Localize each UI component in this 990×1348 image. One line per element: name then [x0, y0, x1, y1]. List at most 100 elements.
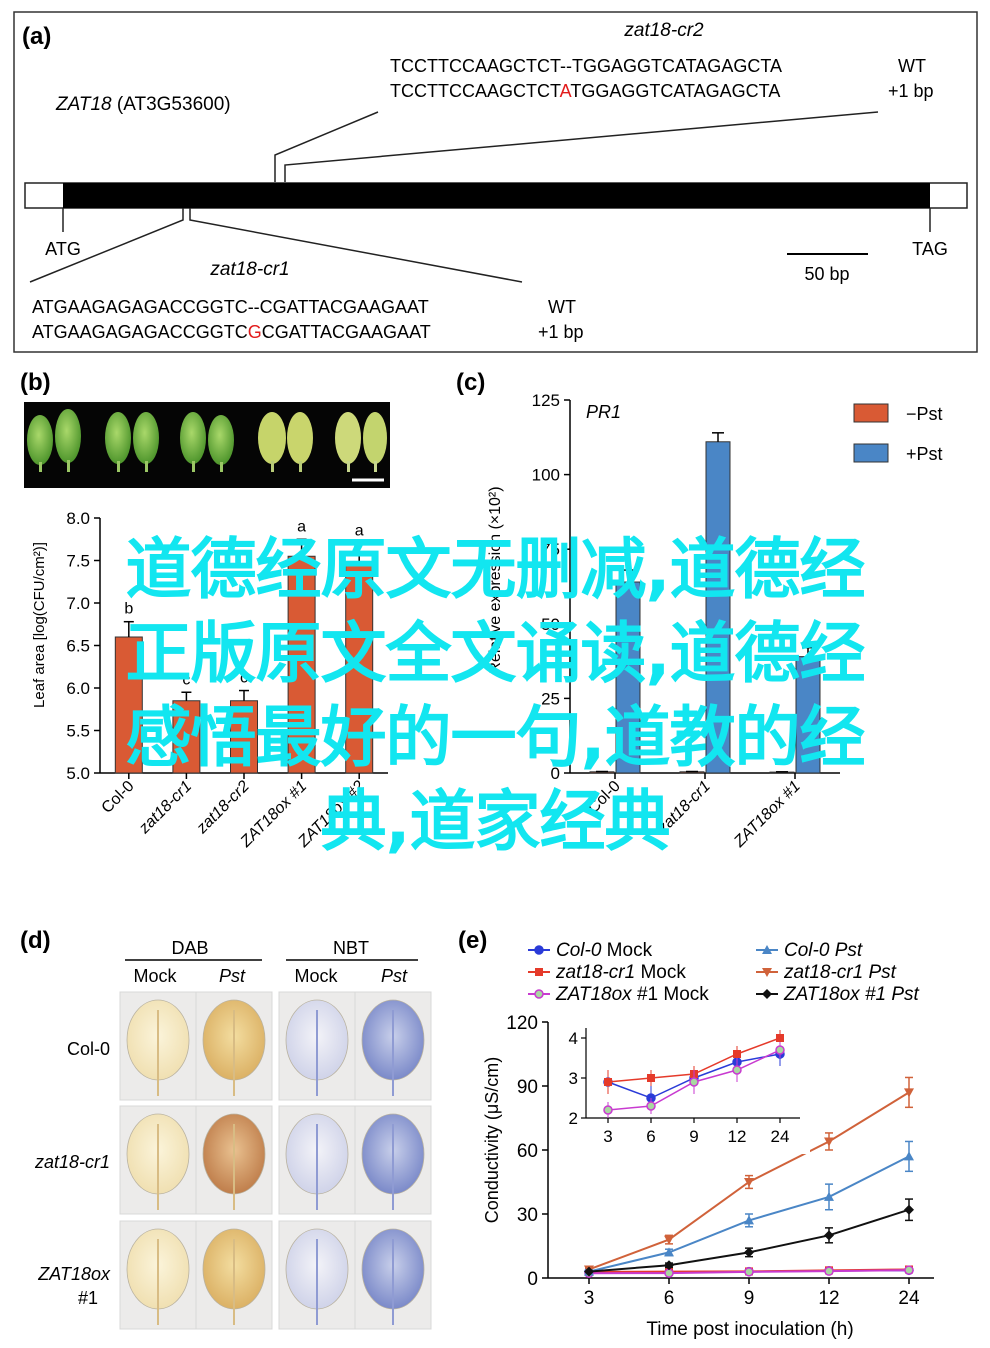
legend-swatch-plus-pst — [853, 443, 889, 463]
leaf-pair-zat18-cr2 — [180, 412, 234, 472]
b-significance-letter: b — [124, 601, 133, 618]
marker-diamond — [584, 1266, 594, 1277]
legend-label: zat18-cr1 Pst — [783, 962, 897, 983]
cr2-mut-sequence: TCCTTCCAAGCTCTATGGAGGTCATAGAGCTA — [390, 81, 780, 101]
panel-b-ylabel: Leaf area [log(CFU/cm²)] — [31, 542, 48, 708]
c-category-label: Col-0 — [585, 778, 624, 817]
row-label-col0: Col-0 — [67, 1039, 110, 1059]
marker-triangle — [824, 1191, 834, 1201]
cr2-callout-left — [274, 111, 379, 182]
e-x-tick-label: 9 — [744, 1288, 755, 1309]
marker-circle — [646, 1101, 656, 1111]
panel-e-chart: 0 30 60 90 120 3 6 9 12 24 2 3 4 3 6 9 12 24 — [506, 1013, 934, 1309]
b-bar-zat18ox-2 — [345, 564, 374, 774]
group-dab: DAB — [171, 938, 208, 958]
e-y-tick-label: 90 — [517, 1077, 538, 1098]
marker-diamond — [824, 1230, 834, 1241]
marker-circle — [664, 1268, 674, 1278]
marker-circle — [689, 1077, 699, 1087]
e-x-tick-label: 24 — [898, 1288, 920, 1309]
b-y-tick-label: 6.5 — [66, 637, 90, 656]
b-bar-zat18ox-1 — [287, 555, 316, 774]
b-category-label: zat18-cr1 — [135, 778, 195, 838]
e-x-tick-label: 3 — [584, 1288, 595, 1309]
c-y-tick-label: 100 — [532, 466, 560, 485]
marker-triangle-down — [762, 968, 772, 977]
cr1-mut-sequence: ATGAAGAGAGACCGGTCGCGATTACGAAGAAT — [32, 322, 431, 342]
leaf-pair-zat18ox-1 — [258, 412, 313, 472]
b-category-label: zat18-cr2 — [193, 778, 253, 838]
start-codon-label: ATG — [45, 239, 81, 259]
marker-triangle — [904, 1151, 914, 1161]
c-y-tick-label: 25 — [541, 689, 560, 708]
marker-circle — [534, 989, 544, 999]
cr1-callout-right — [189, 208, 523, 283]
marker-square — [647, 1074, 655, 1082]
c-y-tick-label: 50 — [541, 615, 560, 634]
b-significance-letter: a — [297, 518, 306, 535]
column-nbt-mock: Mock — [294, 966, 338, 986]
legend-label: Col-0 Pst — [784, 940, 863, 961]
cr2-mut-label: +1 bp — [888, 81, 934, 101]
marker-triangle-down — [664, 1235, 674, 1245]
panel-c: (c) PR1 Relative expression (×10²) −Pst … — [456, 369, 943, 851]
panel-c-chart: 0 25 50 75 100 125 Col-0 zat18-cr1 ZAT18ox #1 — [532, 391, 840, 851]
marker-square — [776, 1034, 784, 1042]
panel-c-label: (c) — [456, 369, 485, 396]
inset-y-tick-label: 3 — [569, 1069, 578, 1088]
column-dab-mock: Mock — [133, 966, 177, 986]
panel-c-ylabel: Relative expression (×10²) — [487, 486, 504, 673]
inset-x-tick-label: 24 — [771, 1127, 790, 1146]
legend-label: Col-0 Mock — [556, 940, 653, 961]
c-y-tick-label: 75 — [541, 540, 560, 559]
inset-x-tick-label: 3 — [603, 1127, 612, 1146]
cr2-wt-sequence: TCCTTCCAAGCTCT--TGGAGGTCATAGAGCTA — [390, 56, 782, 76]
cr1-callout-left — [29, 208, 184, 283]
legend-label: ZAT18ox #1 Pst — [783, 984, 920, 1005]
marker-triangle — [664, 1247, 674, 1257]
cr2-wt-label: WT — [898, 56, 926, 76]
cr2-callout-right — [284, 111, 879, 182]
column-dab-pst: Pst — [219, 966, 246, 986]
panel-a-frame — [13, 11, 978, 353]
marker-diamond — [904, 1204, 914, 1215]
legend-label-minus-pst: −Pst — [906, 404, 943, 424]
legend-label-plus-pst: +Pst — [906, 444, 943, 464]
b-y-tick-label: 7.5 — [66, 552, 90, 571]
gene-label: ZAT18 (AT3G53600) — [55, 94, 231, 115]
marker-diamond — [762, 989, 772, 999]
e-y-tick-label: 120 — [506, 1013, 538, 1034]
cr1-wt-sequence: ATGAAGAGAGACCGGTC--CGATTACGAAGAAT — [32, 297, 429, 317]
marker-triangle — [744, 1215, 754, 1225]
marker-square — [604, 1078, 612, 1086]
column-nbt-pst: Pst — [381, 966, 408, 986]
panel-b: (b) Leaf a — [20, 369, 390, 851]
b-significance-letter: c — [182, 671, 190, 688]
inset-y-tick-label: 4 — [569, 1029, 578, 1048]
cr2-inserted-base: A — [560, 81, 572, 101]
marker-circle — [603, 1105, 613, 1115]
inset-background — [566, 1022, 810, 1154]
b-significance-letter: c — [240, 670, 248, 687]
e-y-tick-label: 60 — [517, 1141, 538, 1162]
marker-circle — [732, 1065, 742, 1075]
b-bar-col-0 — [114, 636, 143, 774]
panel-a-label: (a) — [22, 23, 51, 50]
inset-x-tick-label: 6 — [646, 1127, 655, 1146]
legend-label: ZAT18ox #1 Mock — [555, 984, 709, 1005]
panel-e-label: (e) — [458, 927, 487, 954]
row-label-zat18-cr1: zat18-cr1 — [34, 1152, 110, 1172]
leaf-photo-background — [24, 402, 390, 488]
panel-e-ylabel: Conductivity (μS/cm) — [482, 1057, 502, 1223]
e-x-tick-label: 6 — [664, 1288, 675, 1309]
cr1-mut-label: +1 bp — [538, 322, 584, 342]
stained-leaf-grid — [119, 991, 432, 1330]
panel-a: (a) ZAT18 (AT3G53600) zat18-cr2 TCCTTCCA… — [13, 11, 978, 353]
marker-square — [535, 968, 543, 976]
legend-label: zat18-cr1 Mock — [555, 962, 686, 983]
b-significance-letter: a — [355, 523, 364, 540]
leaf-photo — [24, 402, 390, 488]
panel-e: (e) Col-0 Mock Col-0 Pst zat18-cr1 Mock zat… — [458, 927, 934, 1340]
marker-circle — [904, 1265, 914, 1275]
